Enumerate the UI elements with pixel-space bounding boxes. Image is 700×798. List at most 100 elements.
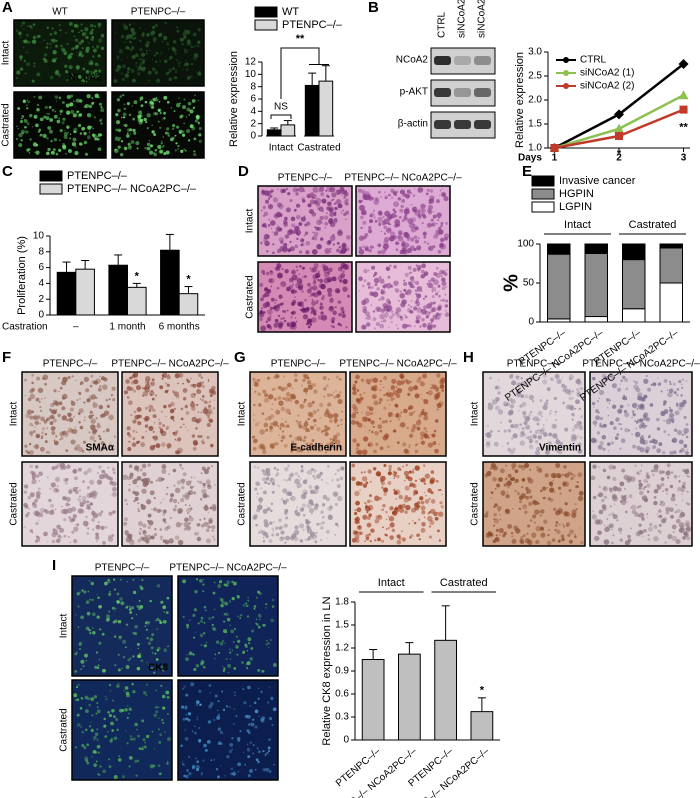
texture: [333, 412, 339, 419]
texture: [184, 426, 187, 428]
texture: [69, 407, 74, 412]
texture: [435, 317, 438, 321]
texture: [123, 107, 127, 111]
texture: [313, 491, 316, 494]
texture: [296, 486, 299, 489]
texture: [181, 133, 186, 137]
texture: [315, 197, 322, 204]
texture: [39, 507, 46, 513]
texture: [639, 436, 643, 440]
texture: [263, 522, 270, 528]
bar: [56, 271, 77, 316]
texture: [104, 735, 108, 738]
texture: [608, 487, 613, 491]
texture: [381, 311, 384, 314]
texture: [392, 208, 396, 212]
texture: [126, 426, 131, 431]
texture: [88, 703, 91, 707]
texture: [118, 49, 123, 54]
texture: [73, 489, 76, 492]
texture: [73, 526, 79, 532]
texture: [380, 481, 386, 486]
texture: [280, 525, 284, 529]
texture: [44, 397, 47, 400]
texture: [521, 426, 525, 431]
texture: [390, 320, 393, 324]
micrograph: [177, 679, 279, 781]
texture: [303, 389, 307, 393]
texture: [438, 217, 440, 219]
texture: [374, 431, 379, 436]
texture: [301, 199, 306, 203]
texture: [74, 426, 76, 428]
texture: [181, 522, 183, 525]
texture: [76, 592, 80, 596]
texture: [331, 479, 334, 482]
texture: [556, 529, 561, 535]
texture: [248, 722, 251, 725]
texture: [108, 444, 113, 448]
texture: [198, 127, 202, 130]
texture: [83, 376, 90, 382]
texture: [49, 42, 52, 46]
texture: [361, 416, 368, 422]
texture: [289, 434, 293, 438]
texture: [674, 410, 680, 416]
texture: [498, 528, 504, 534]
texture: [437, 249, 442, 254]
texture: [152, 435, 159, 441]
texture: [85, 709, 89, 713]
texture: [150, 99, 152, 101]
texture: [284, 216, 288, 221]
texture: [31, 473, 37, 479]
texture: [576, 390, 581, 395]
texture: [187, 429, 189, 432]
texture: [125, 665, 130, 669]
texture: [416, 286, 423, 292]
texture: [439, 194, 441, 196]
texture: [83, 440, 86, 444]
texture: [98, 604, 102, 609]
texture: [182, 130, 185, 133]
texture: [361, 210, 367, 216]
texture: [113, 774, 118, 779]
texture: [46, 417, 51, 421]
texture: [506, 485, 510, 489]
texture: [83, 419, 86, 422]
x-tick-label: Intact: [269, 143, 294, 154]
texture: [241, 661, 244, 664]
texture: [494, 537, 497, 541]
texture: [197, 665, 200, 668]
row-label: Intact: [1, 41, 12, 66]
texture: [373, 271, 378, 276]
texture: [254, 709, 259, 714]
texture: [660, 482, 665, 487]
texture: [204, 644, 208, 647]
texture: [142, 536, 148, 542]
texture: [639, 438, 645, 445]
texture: [34, 443, 40, 449]
texture: [124, 123, 128, 128]
texture: [408, 310, 412, 314]
texture: [189, 507, 193, 511]
texture: [86, 492, 92, 499]
texture: [166, 428, 168, 430]
texture: [558, 486, 562, 490]
texture: [81, 38, 84, 41]
texture: [232, 581, 237, 586]
texture: [116, 592, 120, 596]
texture: [160, 600, 164, 604]
texture: [427, 204, 434, 210]
texture: [92, 528, 95, 531]
texture: [38, 480, 41, 482]
texture: [532, 434, 537, 439]
texture: [154, 23, 158, 27]
texture: [194, 532, 196, 535]
texture: [396, 380, 402, 386]
texture: [287, 477, 292, 481]
bar-segment: [659, 247, 683, 284]
texture: [196, 760, 200, 764]
texture: [26, 99, 29, 102]
texture: [598, 397, 601, 400]
texture: [561, 537, 565, 542]
